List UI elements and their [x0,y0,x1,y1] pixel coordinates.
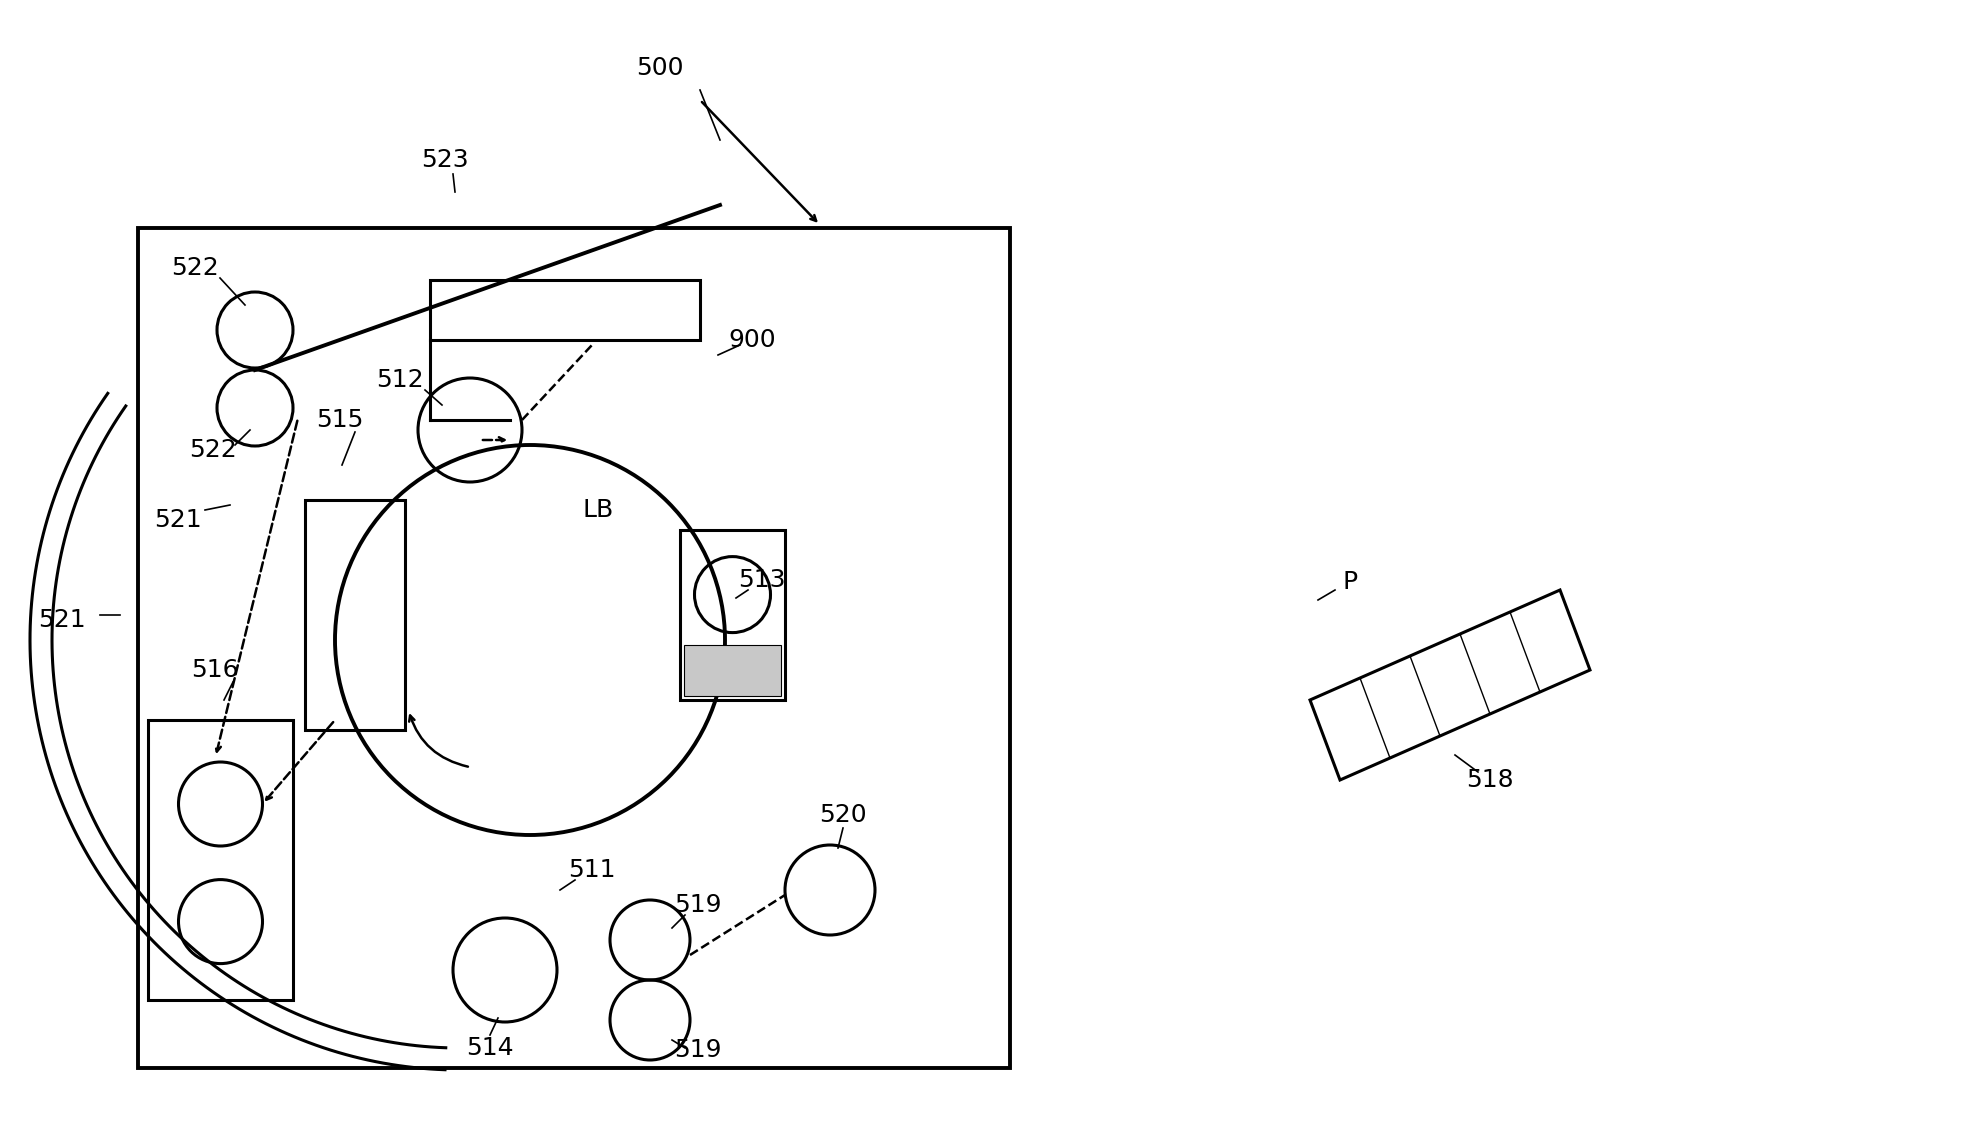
Bar [304,500,405,730]
Bar [138,228,1010,1068]
Text: 521: 521 [38,608,85,632]
Text: 512: 512 [376,368,423,392]
Text: 513: 513 [737,568,785,592]
Polygon shape [684,645,781,695]
Text: 523: 523 [421,148,469,172]
Text: 511: 511 [567,858,615,882]
Text: P: P [1342,570,1358,594]
Text: 522: 522 [172,256,219,280]
Text: 516: 516 [192,658,239,682]
Text: 518: 518 [1467,769,1514,793]
Bar [680,530,785,700]
Text: 521: 521 [154,508,202,532]
Text: 514: 514 [467,1036,514,1060]
Text: 500: 500 [637,56,684,80]
Polygon shape [1311,590,1590,780]
Bar [431,280,700,340]
Text: LB: LB [583,498,613,522]
Text: 515: 515 [316,408,364,432]
Bar [148,719,293,1000]
Text: 519: 519 [674,893,722,917]
Text: 519: 519 [674,1038,722,1062]
Text: 522: 522 [190,439,237,463]
Text: 900: 900 [728,328,775,352]
Text: 520: 520 [818,803,866,827]
